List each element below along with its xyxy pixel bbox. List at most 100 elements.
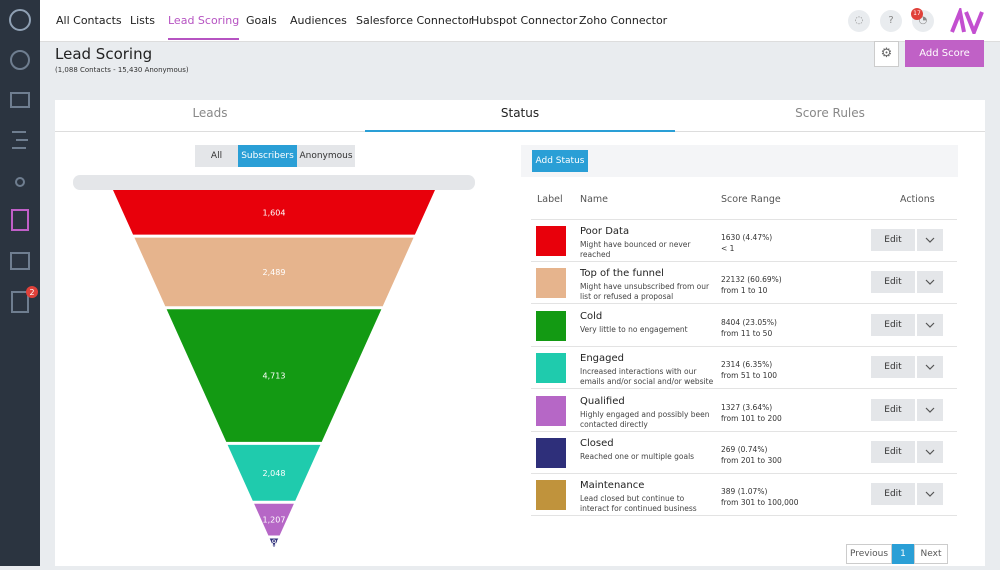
dropdown-button[interactable] [917, 441, 943, 463]
score-cell: 1630 (4.47%) < 1 [721, 232, 772, 254]
status-description: Might have bounced or never reached [580, 240, 691, 259]
edit-button[interactable]: Edit [871, 356, 915, 379]
funnel-segment [269, 538, 279, 547]
color-swatch [536, 226, 566, 256]
next-button[interactable]: Next [914, 544, 948, 564]
badge-count: 2 [29, 288, 34, 297]
brand-logo[interactable] [950, 8, 990, 34]
edit-button[interactable]: Edit [871, 229, 915, 251]
previous-button[interactable]: Previous [846, 544, 892, 564]
chevron [925, 407, 935, 413]
score-cell: 2314 (6.35%) from 51 to 100 [721, 359, 777, 381]
card: 1,604 2,489 4,713 2,048 1,207 382 Add Status … [55, 100, 985, 566]
score-range: from 101 to 200 [721, 413, 782, 423]
chevron [925, 279, 935, 286]
status-row: Engaged Increased interactions with our e… [531, 347, 957, 390]
status-name: Cold [580, 310, 603, 322]
help-button[interactable]: ? [880, 10, 902, 32]
nav-item[interactable]: Salesforce Connector [356, 14, 474, 27]
dropdown-button[interactable] [917, 398, 943, 421]
chevron [925, 322, 935, 328]
score-cell: 22132 (60.69%) from 1 to 10 [721, 274, 782, 296]
profile-icon[interactable]: ◌ [848, 10, 870, 32]
dropdown-button[interactable] [917, 313, 943, 336]
dropdown-button[interactable] [917, 356, 943, 379]
status-row: Poor Data Might have bounced or never rea… [531, 220, 957, 262]
toggle-option[interactable]: Anonymous [297, 145, 355, 167]
color-swatch [536, 395, 566, 426]
color-swatch [536, 438, 566, 468]
add-status-button[interactable]: Add Status [532, 150, 588, 172]
chevron [925, 237, 935, 243]
score-range: from 301 to 100,000 [721, 498, 799, 508]
workflow-icon[interactable] [12, 131, 28, 149]
sidebar: 2 [0, 0, 40, 566]
edit-button[interactable]: Edit [871, 441, 915, 463]
task-icon[interactable] [11, 291, 29, 313]
tab[interactable]: Leads [55, 100, 365, 132]
nav-item[interactable]: Hubspot Connector [471, 14, 578, 27]
funnel-segment [113, 190, 435, 235]
score-cell: 269 (0.74%) from 201 to 300 [721, 444, 782, 466]
dropdown-button[interactable] [917, 271, 943, 294]
column-header: Score Range [721, 194, 781, 205]
status-name: Top of the funnel [580, 268, 664, 280]
chevron [925, 449, 935, 455]
funnel-segment [227, 444, 321, 501]
status-description: Might have unsubscribed from our list or… [580, 282, 710, 302]
funnel-chart: 1,604 2,489 4,713 2,048 1,207 382 [73, 175, 475, 548]
tab[interactable]: Status [365, 100, 675, 132]
dropdown-button[interactable] [917, 483, 943, 506]
status-row: Qualified Highly engaged and possibly bee… [531, 390, 957, 432]
edit-button[interactable]: Edit [871, 483, 915, 506]
status-count: 1630 (4.47%) [721, 233, 773, 242]
nav-item[interactable]: Lead Scoring [168, 14, 240, 40]
color-swatch [536, 353, 566, 384]
tab[interactable]: Score Rules [675, 100, 985, 132]
status-count: 8404 (23.05%) [721, 317, 777, 327]
toggle-option[interactable]: Subscribers [238, 145, 297, 167]
nav-item[interactable]: Goals [246, 14, 277, 27]
funnel-label: 2,048 [263, 469, 286, 478]
email-icon[interactable] [10, 92, 30, 108]
logo-icon [9, 9, 31, 31]
status-name: Closed [580, 438, 614, 449]
status-count: 1327 (3.64%) [721, 402, 773, 412]
nav-item[interactable]: All Contacts [56, 14, 122, 27]
dashboard-icon[interactable] [10, 50, 30, 70]
status-description: Reached one or multiple goals [580, 452, 695, 461]
status-count: 22132 (60.69%) [721, 275, 782, 285]
nav-item[interactable]: Lists [130, 14, 155, 27]
nav-item[interactable]: Audiences [290, 14, 347, 27]
nav-item[interactable]: Zoho Connector [579, 14, 668, 27]
network-icon[interactable] [15, 177, 25, 187]
funnel-label: 382 [266, 539, 281, 548]
score-range: from 51 to 100 [721, 371, 777, 381]
edit-button[interactable]: Edit [871, 398, 915, 421]
status-count: 269 (0.74%) [721, 445, 768, 454]
edit-button[interactable]: Edit [871, 313, 915, 336]
toggle-option[interactable]: All [195, 145, 238, 167]
badge [26, 286, 38, 298]
dropdown-button[interactable] [917, 229, 943, 251]
notification-badge: 17 [911, 8, 923, 20]
header-rule [531, 219, 957, 220]
status-description: Lead closed but continue to interact for… [580, 494, 697, 514]
table-toolbar [521, 145, 958, 177]
score-range: from 11 to 50 [721, 328, 773, 338]
funnel-label: 1,207 [263, 516, 286, 525]
edit-button[interactable]: Edit [871, 271, 915, 294]
status-description: Very little to no engagement [580, 324, 688, 334]
page-icon[interactable] [10, 252, 30, 270]
color-swatch [536, 310, 566, 341]
lead-icon[interactable] [11, 209, 29, 231]
chevron [925, 364, 935, 371]
page-current[interactable]: 1 [892, 544, 914, 564]
settings-button[interactable]: ⚙ [874, 41, 899, 67]
status-name: Poor Data [580, 226, 630, 237]
funnel-label: 4,713 [263, 372, 286, 381]
funnel-segment [166, 309, 382, 442]
add-score-button[interactable]: Add Score [905, 40, 984, 67]
status-name: Maintenance [580, 480, 645, 492]
